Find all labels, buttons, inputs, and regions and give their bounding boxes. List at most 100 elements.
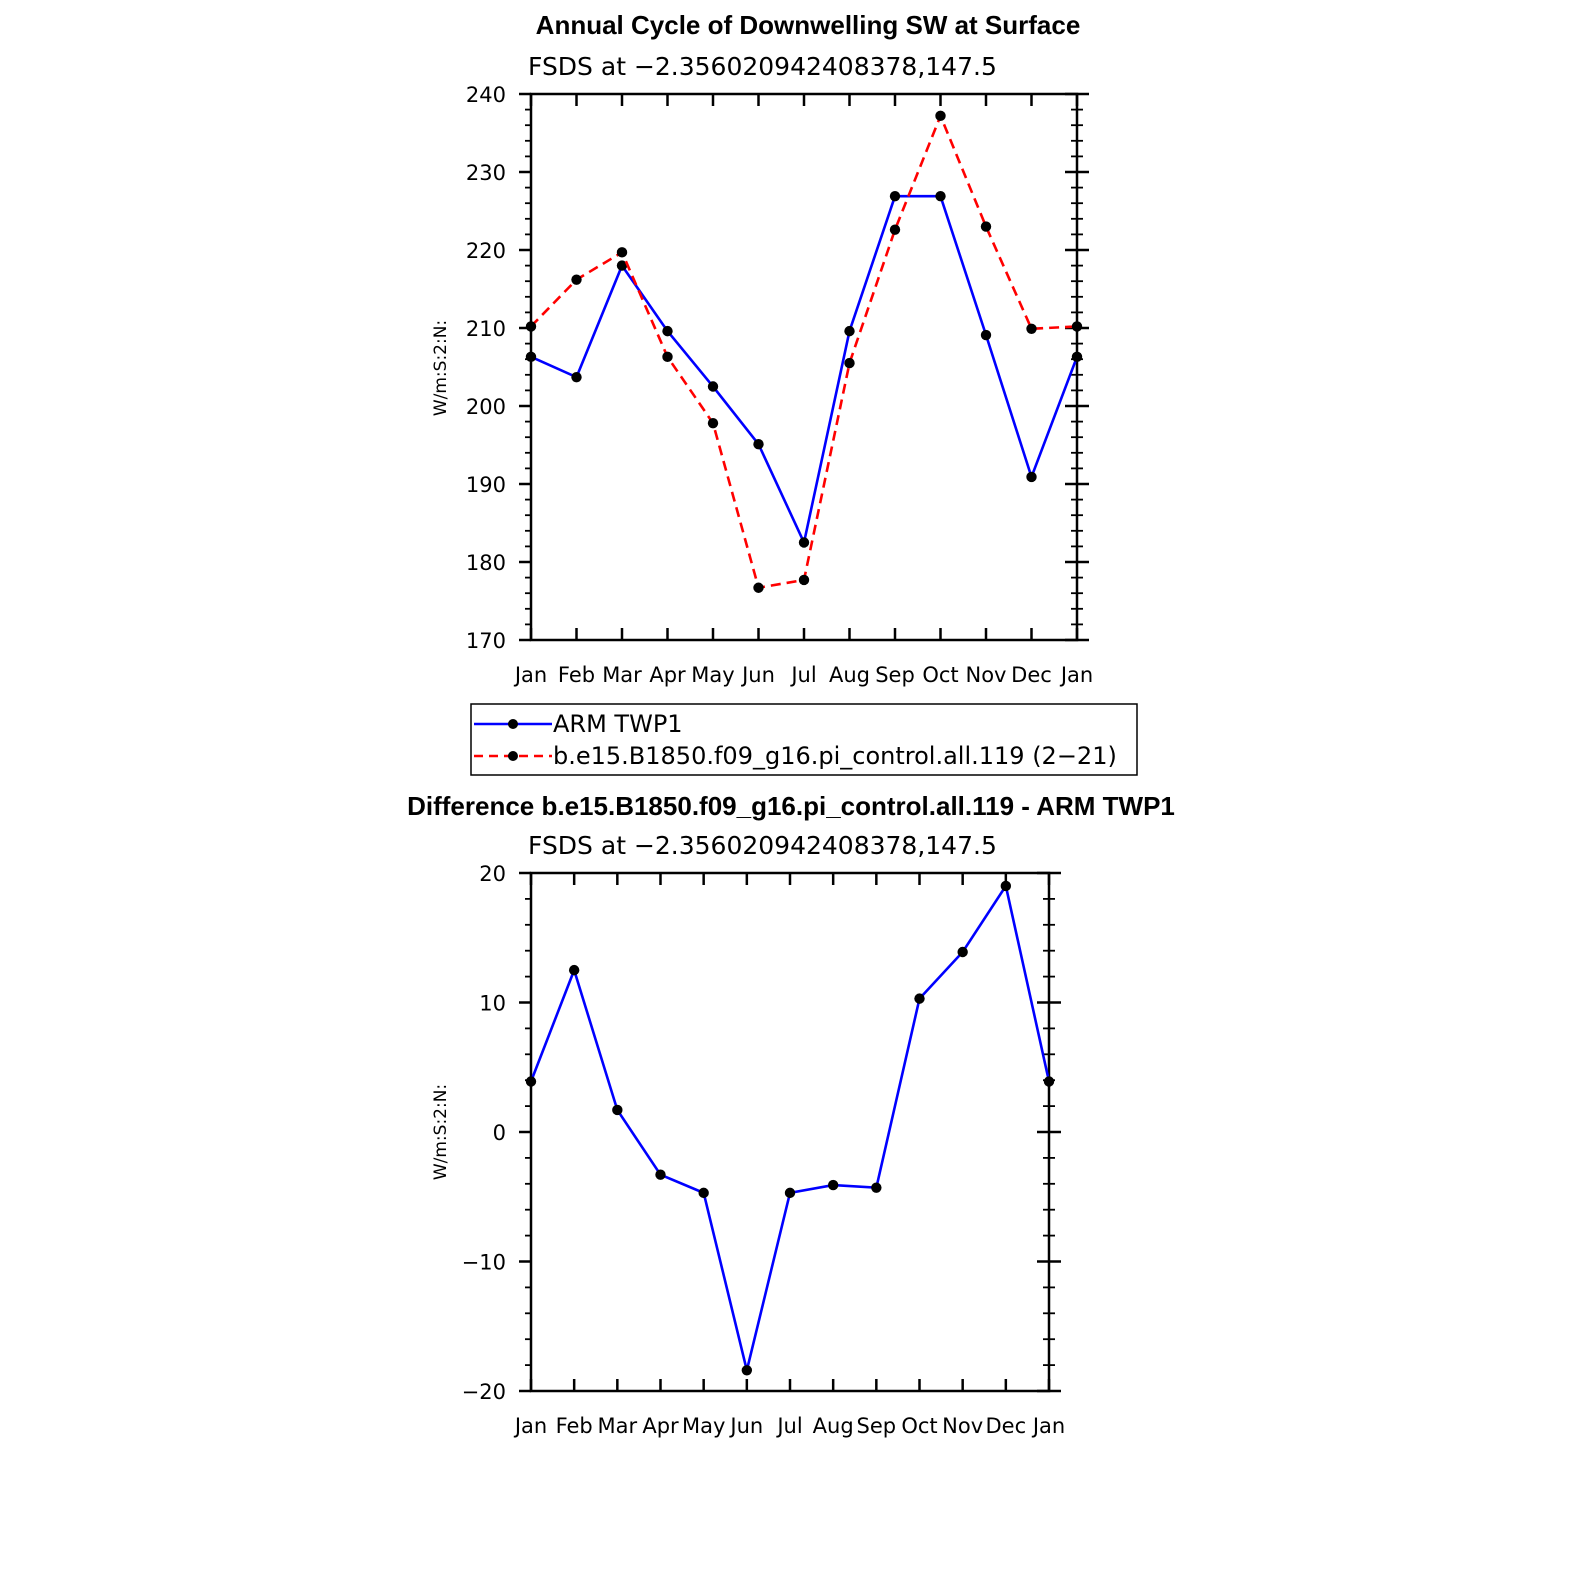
x-tick-label: Jan <box>1031 1414 1065 1438</box>
series-1-point <box>662 325 673 337</box>
series-1-point <box>612 1104 623 1116</box>
series-1-point <box>1026 471 1037 483</box>
series-1-point <box>525 1076 537 1087</box>
x-tick-label: Jul <box>775 1414 802 1438</box>
series-1-point <box>753 439 764 450</box>
series-2-point <box>707 417 719 429</box>
chart2-series <box>525 880 1055 1376</box>
legend-box <box>470 703 1138 776</box>
series-2-point <box>935 110 946 122</box>
series-2-point <box>980 221 992 232</box>
series-2-point <box>889 224 901 235</box>
y-tick-label: 200 <box>466 395 506 419</box>
series-1-point <box>616 260 628 271</box>
series-1-point <box>935 190 946 202</box>
y-tick-label: 210 <box>466 317 506 341</box>
chart1-title: Annual Cycle of Downwelling SW at Surfac… <box>536 10 1081 40</box>
chart1-x-tick-labels: Jan Feb Mar Apr May Jun Jul Aug Sep Oct Nov Dec Jan <box>513 663 1093 687</box>
y-tick-label: 240 <box>466 83 506 107</box>
series-1-point <box>784 1187 796 1199</box>
chart1-subtitle: FSDS at −2.356020942408378,147.5 <box>528 52 997 81</box>
x-tick-label: May <box>682 1414 725 1438</box>
x-tick-label: Jun <box>728 1414 763 1438</box>
x-tick-label: Feb <box>558 663 595 687</box>
y-tick-label: −10 <box>462 1251 506 1275</box>
y-tick-label: 0 <box>493 1121 506 1145</box>
series-2-point <box>662 351 673 363</box>
chart-annual-cycle: Annual Cycle of Downwelling SW at Surfac… <box>431 10 1093 687</box>
series-line-2 <box>530 112 1078 590</box>
chart2-y-tick-labels: −20 −10 0 10 20 <box>462 862 506 1404</box>
chart1-y-tick-labels: 170 180 190 200 210 220 230 240 <box>466 83 506 653</box>
series-1-point <box>707 381 719 392</box>
x-tick-label: Oct <box>901 1414 937 1438</box>
chart2-subtitle: FSDS at −2.356020942408378,147.5 <box>528 831 997 860</box>
x-tick-label: Dec <box>986 1414 1027 1438</box>
x-tick-label: Mar <box>602 663 642 687</box>
legend-marker-arm-twp1 <box>508 719 518 729</box>
x-tick-label: Nov <box>966 663 1007 687</box>
y-tick-label: 170 <box>466 629 506 653</box>
series-1-point <box>741 1365 753 1376</box>
x-tick-label: Jul <box>789 663 816 687</box>
x-tick-label: Aug <box>829 663 870 687</box>
chart1-ticks <box>519 92 1089 642</box>
x-tick-label: Jan <box>513 1414 547 1438</box>
x-tick-label: Apr <box>649 663 686 687</box>
x-tick-label: Apr <box>642 1414 679 1438</box>
series-2-point <box>571 274 582 285</box>
series-1-point <box>1071 351 1083 363</box>
y-tick-label: 190 <box>466 473 506 497</box>
series-1-point <box>871 1182 882 1193</box>
x-tick-label: Jan <box>513 663 547 687</box>
legend-label-arm-twp1: ARM TWP1 <box>553 710 683 738</box>
y-tick-label: 220 <box>466 239 506 263</box>
x-tick-label: Dec <box>1011 663 1052 687</box>
x-tick-label: Jan <box>1059 663 1093 687</box>
series-1-point <box>957 946 968 958</box>
legend: ARM TWP1 b.e15.B1850.f09_g16.pi_control.… <box>470 703 1138 776</box>
series-line-1 <box>529 882 1051 1371</box>
x-tick-label: Mar <box>598 1414 638 1438</box>
x-tick-label: Nov <box>942 1414 983 1438</box>
series-2-point <box>753 582 764 593</box>
series-1-point <box>1043 1076 1055 1087</box>
series-2-point <box>1026 323 1037 334</box>
series-1-point <box>889 190 901 202</box>
y-tick-label: 230 <box>466 161 506 185</box>
chart2-title: Difference b.e15.B1850.f09_g16.pi_contro… <box>407 791 1175 821</box>
legend-marker-model <box>508 751 518 761</box>
x-tick-label: Sep <box>875 663 915 687</box>
chart2-plot-frame <box>529 871 1051 1393</box>
series-1-point <box>1000 880 1012 892</box>
y-tick-label: 20 <box>479 862 506 886</box>
series-2-point <box>1071 321 1083 332</box>
series-1-point <box>914 993 925 1004</box>
series-1-point <box>698 1187 709 1199</box>
x-tick-label: Jun <box>740 663 775 687</box>
x-tick-label: Oct <box>922 663 958 687</box>
y-tick-label: 180 <box>466 551 506 575</box>
series-1-point <box>525 351 537 363</box>
series-1-point <box>827 1179 839 1191</box>
series-1-point <box>844 325 855 337</box>
x-tick-label: Sep <box>857 1414 897 1438</box>
series-1-point <box>798 537 810 548</box>
series-2-point <box>798 574 810 586</box>
y-tick-label: −20 <box>462 1380 506 1404</box>
series-2-point <box>616 247 628 258</box>
series-1-point <box>980 329 992 341</box>
x-tick-label: May <box>691 663 734 687</box>
chart-difference: Difference b.e15.B1850.f09_g16.pi_contro… <box>407 791 1175 1438</box>
chart2-ticks <box>519 871 1061 1393</box>
series-1-point <box>571 371 582 383</box>
legend-label-model: b.e15.B1850.f09_g16.pi_control.all.119 (… <box>553 742 1117 770</box>
series-1-point <box>568 964 580 976</box>
series-2-point <box>844 357 855 369</box>
y-tick-label: 10 <box>479 992 506 1016</box>
series-2-point <box>525 321 537 332</box>
chart1-y-axis-label: W/m:S:2:N: <box>431 320 451 416</box>
chart2-x-tick-labels: Jan Feb Mar Apr May Jun Jul Aug Sep Oct Nov Dec Jan <box>513 1414 1065 1438</box>
chart1-series <box>525 110 1083 593</box>
